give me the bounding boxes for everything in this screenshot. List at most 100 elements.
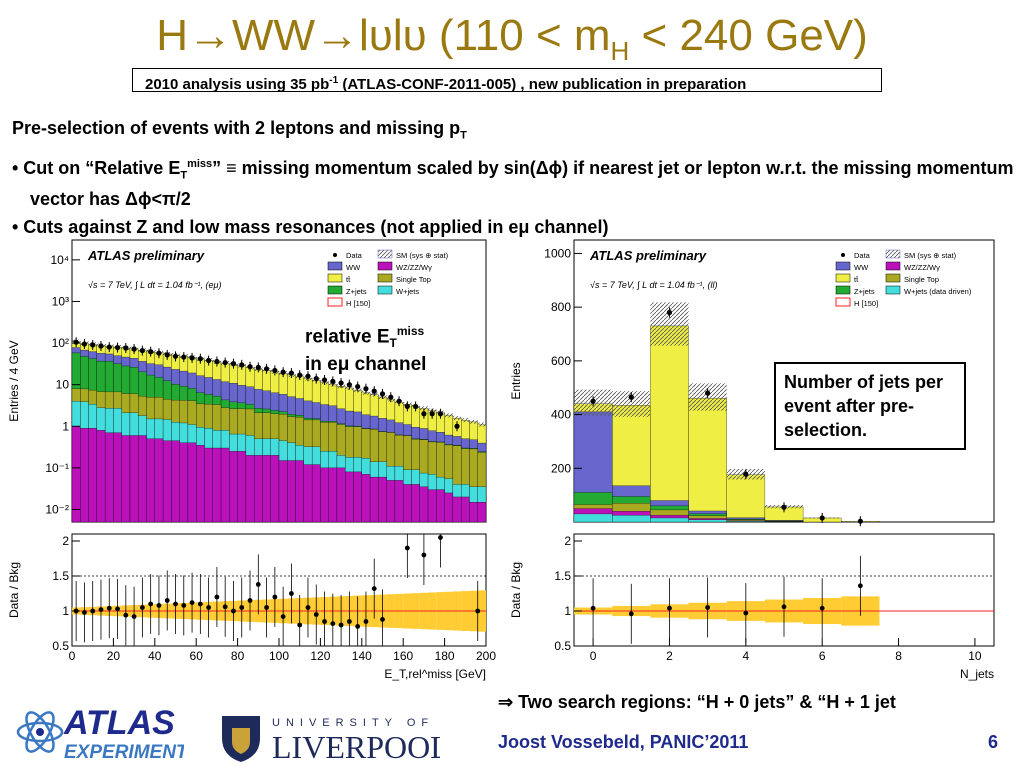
bar-wz: [378, 476, 387, 523]
bar-wz: [295, 460, 304, 523]
bar-wz: [88, 428, 97, 523]
ratio-point: [289, 591, 294, 596]
ratio-point: [264, 605, 269, 610]
legend-entry: SM (sys ⊕ stat): [396, 251, 449, 260]
data-point: [388, 394, 394, 400]
bar-wz: [270, 455, 280, 523]
bar-wz: [262, 455, 271, 523]
data-point: [321, 377, 328, 383]
sm-uncertainty-band: [461, 418, 470, 423]
ratio-point: [355, 624, 361, 629]
bar-wz: [452, 496, 462, 523]
ratio-point: [231, 608, 236, 614]
bar-wz: [469, 501, 478, 523]
legend-marker: [885, 285, 901, 295]
ratio-point: [156, 603, 162, 608]
ratio-point: [322, 619, 327, 624]
y-tick-label: 800: [551, 300, 571, 314]
y-axis-label: Entries: [509, 362, 523, 399]
bar-wz: [171, 440, 180, 523]
data-point: [272, 367, 278, 374]
bar-wz: [369, 476, 379, 523]
bar-wz: [419, 486, 429, 523]
footer-author: Joost Vossebeld, PANIC’2011: [498, 732, 749, 752]
legend-marker: [885, 273, 901, 283]
x-tick-label: 120: [310, 649, 330, 663]
y-tick-label: 200: [551, 461, 571, 475]
data-point: [628, 394, 634, 400]
y-tick-label: 10⁴: [50, 253, 69, 267]
ratio-point: [131, 614, 137, 619]
y-tick-label: 10³: [52, 294, 69, 308]
ratio-point: [819, 605, 825, 611]
ratio-point: [222, 604, 228, 610]
ratio-point: [590, 605, 596, 611]
legend-marker: [377, 285, 393, 295]
legend: Data SM (sys ⊕ stat) WW WZ/ZZ/Wγ tt̄ Single T…: [835, 249, 972, 308]
x-axis-label: N_jets: [960, 667, 994, 681]
x-tick-label: 0: [69, 649, 76, 663]
ratio-point: [330, 621, 336, 626]
data-point: [437, 411, 444, 417]
legend-entry: Single Top: [904, 275, 939, 284]
ratio-point: [628, 611, 634, 617]
data-point: [131, 346, 137, 352]
ratio-point: [115, 606, 120, 612]
sm-uncertainty-band: [444, 413, 453, 418]
bar-wz: [427, 489, 437, 523]
ratio-point: [98, 607, 104, 612]
y-tick-label: 10⁻¹: [45, 461, 69, 475]
ratio-point: [90, 608, 96, 614]
x-tick-label: 2: [666, 649, 673, 663]
data-point: [139, 347, 145, 354]
bar-wjets: [573, 513, 613, 523]
legend-marker: [327, 261, 343, 271]
ratio-y-tick-label: 1.5: [554, 569, 571, 583]
ratio-point: [164, 598, 170, 603]
legend-marker: [835, 273, 851, 283]
ratio-y-axis-label: Data / Bkg: [509, 562, 523, 618]
data-point: [429, 411, 435, 417]
ratio-point: [189, 600, 195, 605]
bar-wz: [237, 451, 247, 523]
data-point: [230, 361, 237, 367]
ratio-point: [272, 594, 278, 600]
bar-wz: [179, 442, 189, 523]
legend-marker-sm: [377, 249, 393, 259]
sm-uncertainty-band: [419, 406, 429, 411]
data-point: [181, 354, 187, 360]
ratio-y-tick-label: 0.5: [52, 639, 69, 653]
data-point: [421, 411, 427, 417]
data-point: [197, 356, 203, 362]
data-point: [239, 362, 245, 368]
bar-wz: [287, 460, 296, 523]
x-tick-label: 80: [231, 649, 245, 663]
bar-wjets: [650, 517, 689, 523]
ratio-y-tick-label: 0.5: [554, 639, 571, 653]
legend-entry: Z+jets: [854, 287, 875, 296]
legend-entry: Single Top: [396, 275, 431, 284]
ratio-point: [705, 605, 711, 610]
subtitle-box: 2010 analysis using 35 pb-1 (ATLAS-CONF-…: [132, 68, 882, 93]
bar-tt: [726, 474, 766, 523]
ratio-point: [173, 601, 178, 607]
data-point: [206, 357, 212, 364]
data-point: [781, 504, 787, 510]
x-tick-label: 200: [476, 649, 496, 663]
ratio-point: [743, 610, 749, 616]
bar-wz: [394, 480, 404, 523]
legend-entry: tt̄: [346, 275, 351, 284]
data-point: [371, 388, 377, 394]
bar-wz: [320, 467, 329, 523]
ratio-point: [197, 601, 203, 607]
bar-wz: [477, 501, 487, 523]
data-point: [363, 386, 369, 392]
ratio-point: [139, 605, 145, 610]
bar-wz: [411, 484, 420, 523]
ratio-point: [371, 586, 377, 591]
x-tick-label: 140: [352, 649, 372, 663]
stack-group: [573, 325, 880, 523]
data-point: [313, 375, 319, 382]
legend: Data SM (sys ⊕ stat) WW WZ/ZZ/Wγ tt̄ Single T…: [327, 249, 449, 308]
